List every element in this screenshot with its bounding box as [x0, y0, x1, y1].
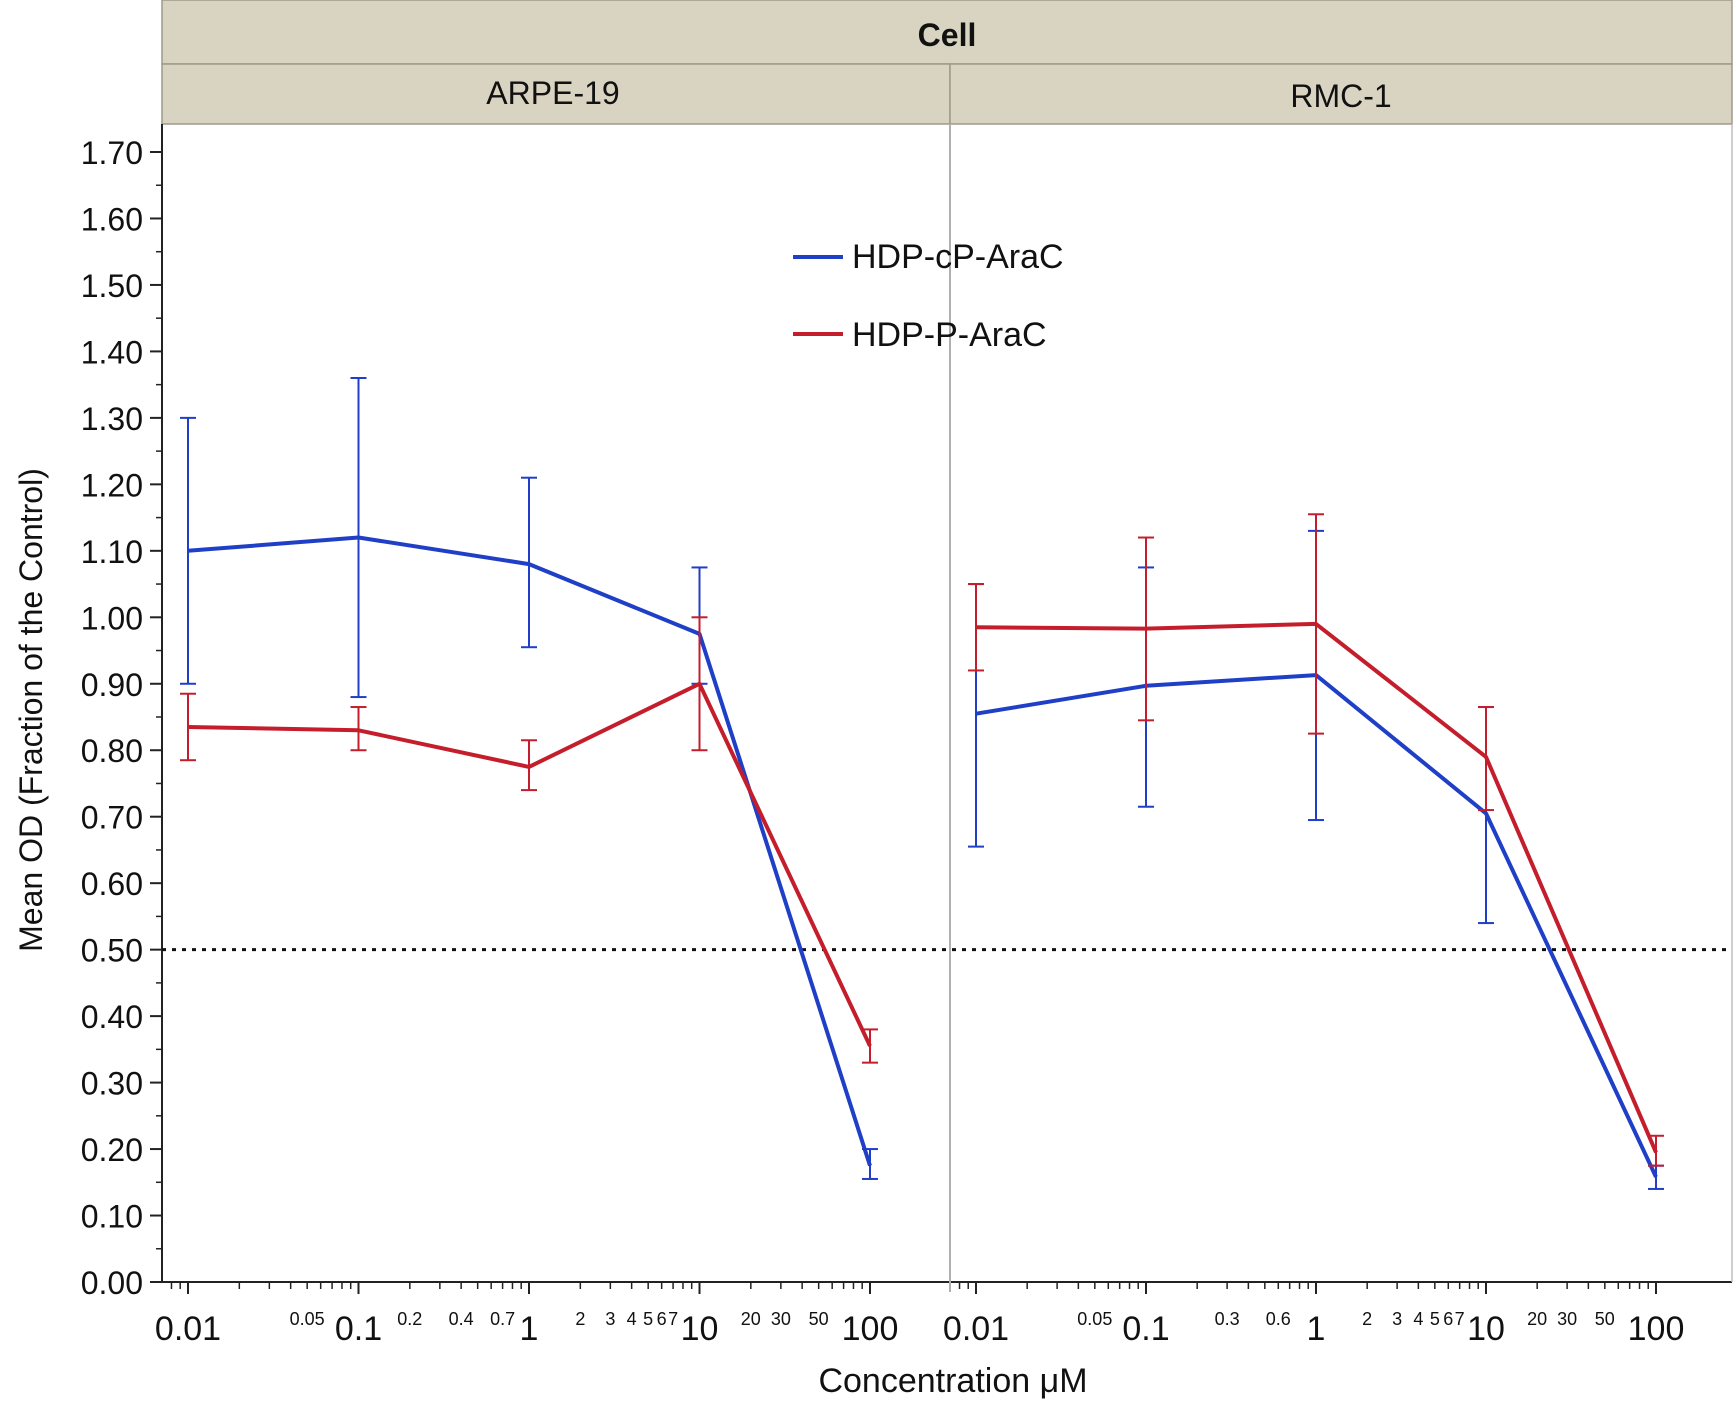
- x-minor-tick-label: 30: [771, 1309, 791, 1329]
- y-axis-title: Mean OD (Fraction of the Control): [13, 468, 49, 952]
- x-tick-label: 0.01: [155, 1310, 221, 1348]
- y-tick-label: 0.20: [81, 1132, 143, 1168]
- x-minor-tick-label: 3: [1392, 1309, 1402, 1329]
- y-tick-label: 0.00: [81, 1265, 143, 1301]
- x-minor-tick-label: 20: [741, 1309, 761, 1329]
- x-minor-tick-label: 0.4: [449, 1309, 474, 1329]
- x-minor-tick-label: 6: [657, 1309, 667, 1329]
- y-tick-label: 0.90: [81, 667, 143, 703]
- legend-label-hdp-p-arac: HDP-P-AraC: [852, 316, 1047, 354]
- x-minor-tick-label: 5: [643, 1309, 653, 1329]
- x-minor-tick-label: 5: [1430, 1309, 1440, 1329]
- legend: HDP-cP-AraC HDP-P-AraC: [793, 238, 1064, 354]
- x-minor-tick-label: 0.05: [290, 1309, 325, 1329]
- x-minor-tick-label: 3: [605, 1309, 615, 1329]
- y-tick-label: 1.60: [81, 201, 143, 237]
- y-axis: 0.00 0.10 0.20 0.30 0.40 0.50 0.60 0.70 0.80 0.90…: [81, 135, 162, 1301]
- x-minor-tick-label: 0.3: [1215, 1309, 1240, 1329]
- x-minor-tick-label: 50: [1595, 1309, 1615, 1329]
- y-tick-label: 0.60: [81, 866, 143, 902]
- y-tick-label: 1.50: [81, 268, 143, 304]
- x-tick-label: 1: [1307, 1310, 1326, 1348]
- panel-title-rmc1: RMC-1: [1290, 78, 1391, 114]
- x-minor-tick-label: 30: [1557, 1309, 1577, 1329]
- y-tick-label: 0.50: [81, 933, 143, 969]
- series-line: [975, 621, 1658, 1154]
- x-minor-tick-label: 4: [1413, 1309, 1423, 1329]
- x-tick-label: 0.01: [943, 1310, 1009, 1348]
- series-line: [187, 535, 872, 1167]
- x-minor-tick-label: 2: [575, 1309, 585, 1329]
- series-line: [187, 681, 872, 1047]
- y-tick-label: 1.30: [81, 401, 143, 437]
- panel-title-arpe19: ARPE-19: [486, 75, 619, 111]
- x-tick-label: 10: [681, 1310, 719, 1348]
- x-minor-tick-label: 0.05: [1077, 1309, 1112, 1329]
- x-tick-label: 1: [520, 1310, 539, 1348]
- x-tick-label: 0.1: [1122, 1310, 1169, 1348]
- x-minor-tick-label: 7: [1455, 1309, 1465, 1329]
- x-tick-label: 100: [1628, 1310, 1685, 1348]
- y-tick-label: 1.00: [81, 600, 143, 636]
- x-minor-tick-label: 2: [1362, 1309, 1372, 1329]
- panel-header-right: [949, 63, 1733, 125]
- series-layer: [180, 377, 1664, 1190]
- x-minor-tick-label: 0.7: [490, 1309, 515, 1329]
- x-minor-tick-label: 50: [809, 1309, 829, 1329]
- y-tick-label: 1.70: [81, 135, 143, 171]
- x-minor-tick-label: 6: [1443, 1309, 1453, 1329]
- x-tick-label: 100: [842, 1310, 899, 1348]
- y-tick-label: 1.20: [81, 467, 143, 503]
- x-tick-label: 0.1: [335, 1310, 382, 1348]
- y-tick-label: 0.40: [81, 999, 143, 1035]
- series-hdp-p-arac: [968, 513, 1664, 1167]
- panel-header-left: [161, 63, 951, 125]
- x-minor-tick-label: 4: [627, 1309, 637, 1329]
- x-minor-tick-label: 0.2: [397, 1309, 422, 1329]
- y-tick-label: 0.10: [81, 1199, 143, 1235]
- y-tick-label: 0.80: [81, 733, 143, 769]
- x-tick-label: 10: [1467, 1310, 1505, 1348]
- facet-title: Cell: [918, 17, 977, 53]
- series-hdp-p-arac: [180, 616, 878, 1064]
- facet-header: [161, 0, 1733, 65]
- y-tick-label: 1.40: [81, 334, 143, 370]
- y-tick-label: 0.70: [81, 800, 143, 836]
- x-minor-tick-label: 7: [668, 1309, 678, 1329]
- legend-label-hdp-cp-arac: HDP-cP-AraC: [852, 238, 1064, 276]
- y-tick-label: 0.30: [81, 1066, 143, 1102]
- x-minor-tick-label: 20: [1527, 1309, 1547, 1329]
- x-minor-tick-label: 0.6: [1266, 1309, 1291, 1329]
- y-tick-label: 1.10: [81, 534, 143, 570]
- series-hdp-cp-arac: [180, 377, 878, 1180]
- x-axis-title: Concentration μM: [818, 1362, 1087, 1400]
